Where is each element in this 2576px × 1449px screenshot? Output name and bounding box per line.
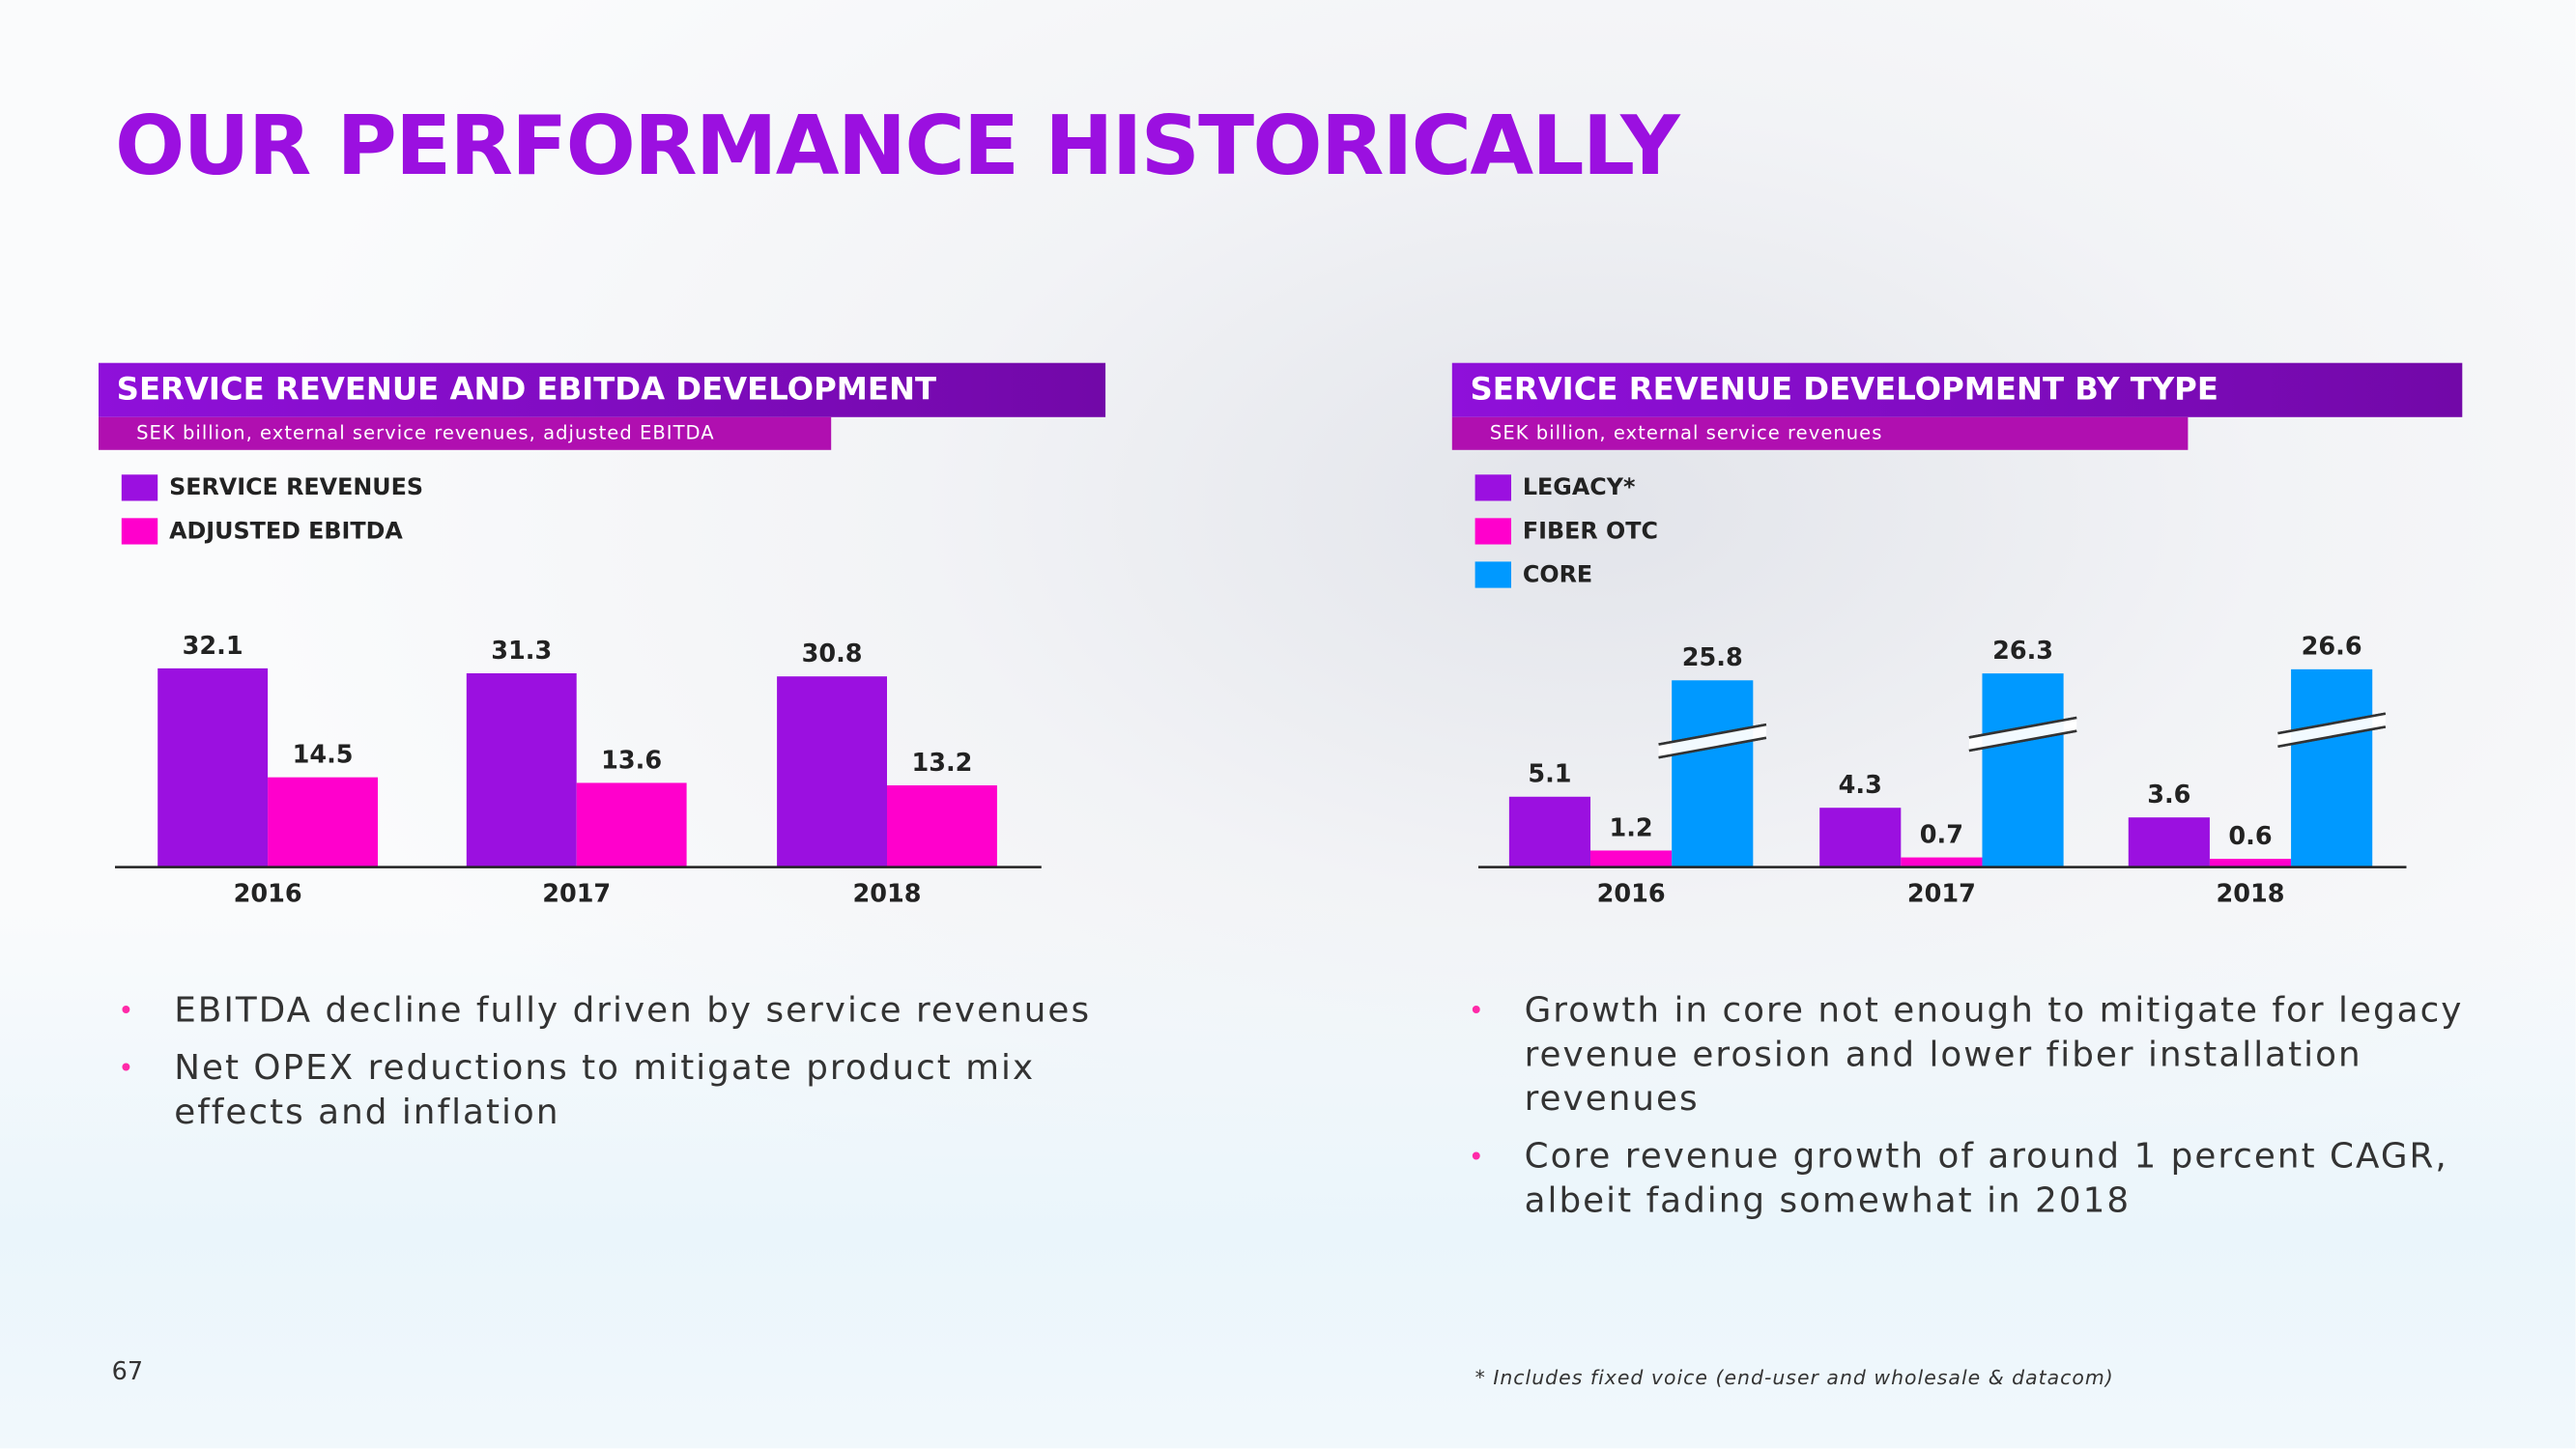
bullet: EBITDA decline fully driven by service r… [118,988,1143,1033]
x-tick-label: 2016 [1597,879,1666,908]
bar [1672,680,1754,867]
x-tick-label: 2018 [853,879,922,908]
header-bar [1451,362,2463,417]
axis-break [1658,723,1767,746]
bullet-list: EBITDA decline fully driven by service r… [118,988,1143,1148]
chart-subtitle: SEK billion, external service revenues [1490,421,1883,443]
bar [268,777,378,867]
axis-break-gap [1658,724,1766,758]
data-label: 5.1 [1528,760,1571,789]
data-label: 14.5 [293,741,354,770]
axis-break [2277,712,2387,735]
header-bar [99,362,1106,417]
data-label: 26.6 [2302,633,2362,662]
data-label: 4.3 [1839,771,1882,800]
legend-swatch [1474,474,1511,501]
data-label: 13.6 [601,746,662,775]
bar [777,676,887,867]
footnote: * Includes fixed voice (end-user and who… [1474,1366,2114,1390]
bar [2291,668,2373,867]
bullet: Net OPEX reductions to mitigate product … [118,1046,1143,1135]
subheader-bar [99,416,832,450]
axis-break-gap [1968,718,2077,752]
data-label: 26.3 [1992,637,2053,666]
x-tick-label: 2017 [542,879,611,908]
bar [887,785,997,867]
bullet: Core revenue growth of around 1 percent … [1469,1135,2477,1224]
data-label: 31.3 [491,637,552,666]
data-label: 3.6 [2147,781,2190,810]
bar [2209,859,2292,867]
axis-break-gap [2277,713,2386,747]
bar [157,668,269,867]
axis-break [2277,725,2387,749]
data-label: 30.8 [802,639,863,668]
data-label: 0.7 [1920,821,1963,850]
legend-label: FIBER OTC [1523,517,1658,544]
x-tick-label: 2016 [234,879,302,908]
legend-swatch [121,474,158,501]
bar [1590,850,1673,867]
chart-title: SERVICE REVENUE AND EBITDA DEVELOPMENT [117,371,936,408]
bar [466,672,577,867]
x-tick-label: 2017 [1907,879,1976,908]
axis-break [1968,729,2077,753]
axis-break [1658,736,1767,759]
legend-swatch [1474,561,1511,588]
chart-title: SERVICE REVENUE DEVELOPMENT BY TYPE [1470,371,2218,408]
data-label: 13.2 [911,749,972,778]
chart-subtitle: SEK billion, external service revenues, … [136,421,715,443]
bullet: Growth in core not enough to mitigate fo… [1469,988,2477,1122]
bar [2128,817,2210,867]
page-number: 67 [111,1356,144,1386]
data-label: 0.6 [2228,822,2272,851]
data-label: 25.8 [1682,643,1743,672]
legend-label: ADJUSTED EBITDA [169,517,403,544]
legend-label: SERVICE REVENUES [169,473,423,500]
subheader-bar [1451,416,2189,450]
legend-swatch [1474,518,1511,545]
legend-label: LEGACY* [1523,473,1636,500]
data-label: 32.1 [183,632,243,661]
bar [1982,673,2064,867]
bullet-list: Growth in core not enough to mitigate fo… [1469,988,2477,1236]
axis-break [1968,716,2077,739]
slide-title: OUR PERFORMANCE HISTORICALLY [115,99,1680,194]
data-label: 1.2 [1610,813,1653,842]
bar [1901,857,1983,867]
x-tick-label: 2018 [2217,879,2285,908]
legend-label: CORE [1523,560,1592,587]
bar [576,782,687,867]
legend-swatch [121,518,158,545]
bar [1819,808,1902,867]
bar [1508,796,1591,867]
